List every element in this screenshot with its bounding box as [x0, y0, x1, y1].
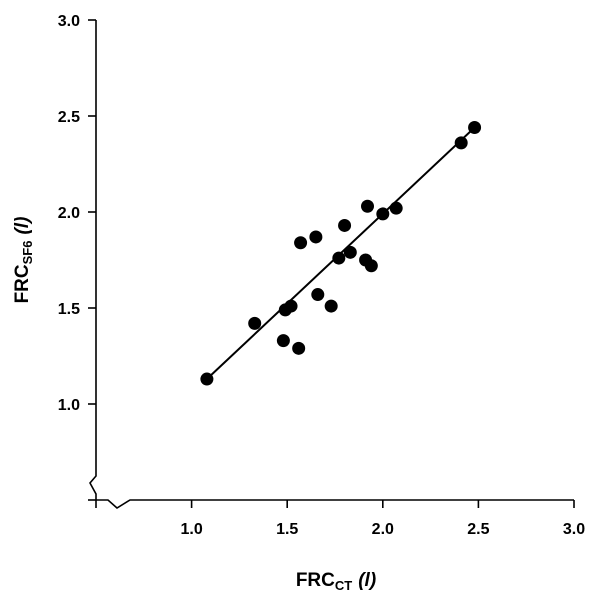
data-point	[332, 251, 346, 265]
y-axis-title-main: FRC	[12, 264, 33, 303]
data-point	[343, 245, 357, 259]
x-tick-label: 1.0	[180, 521, 202, 538]
data-point	[309, 230, 323, 244]
data-point	[292, 341, 306, 355]
y-tick-label: 3.0	[58, 13, 80, 30]
data-point	[468, 121, 482, 135]
data-point	[376, 207, 390, 221]
y-axis-title-subscript: SF6	[20, 241, 35, 265]
data-point	[361, 199, 375, 213]
data-point	[311, 288, 325, 302]
x-tick-label: 2.5	[467, 521, 489, 538]
y-axis-title-unit: (l)	[12, 217, 33, 235]
data-point	[389, 201, 403, 215]
data-points	[200, 121, 482, 386]
y-tick-label: 1.0	[58, 397, 80, 414]
x-tick-label: 3.0	[563, 521, 585, 538]
x-axis-title-main: FRC	[296, 570, 335, 591]
data-point	[276, 334, 290, 348]
data-point	[454, 136, 468, 150]
data-point	[248, 316, 262, 330]
data-point	[200, 372, 214, 386]
x-tick-label: 1.5	[276, 521, 298, 538]
y-axis-line	[89, 20, 97, 500]
x-axis-title: FRCCT (l)	[296, 570, 376, 593]
x-axis-line	[96, 499, 574, 509]
y-tick-label: 2.5	[58, 109, 80, 126]
x-axis-title-subscript: CT	[335, 578, 352, 593]
axes	[88, 19, 575, 509]
data-point	[338, 218, 352, 232]
x-axis-title-unit: (l)	[358, 570, 376, 591]
data-point	[364, 259, 378, 273]
y-tick-label: 1.5	[58, 301, 80, 318]
data-point	[294, 236, 308, 250]
data-point	[324, 299, 338, 313]
data-point	[284, 299, 298, 313]
x-tick-label: 2.0	[372, 521, 394, 538]
y-tick-label: 2.0	[58, 205, 80, 222]
tick-labels: 1.0 1.5 2.0 2.5 3.0 1.0 1.5 2.0 2.5 3.0	[58, 13, 585, 538]
y-axis-title: FRCSF6 (l)	[12, 217, 35, 304]
